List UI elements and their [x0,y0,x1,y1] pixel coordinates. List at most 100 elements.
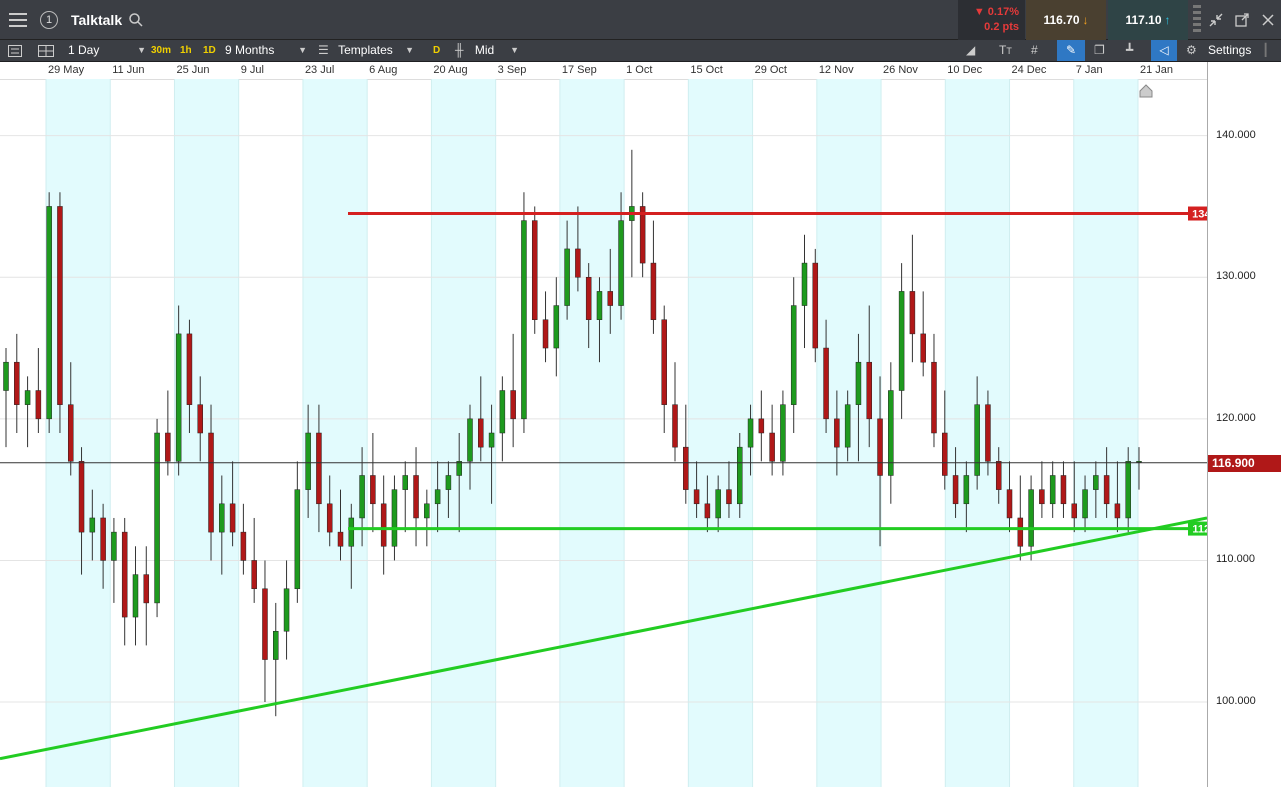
candle [596,291,603,320]
candle [3,361,9,391]
drag-handle-icon[interactable] [1190,0,1204,40]
candle [585,276,592,320]
search-icon[interactable] [126,0,146,40]
layers-icon[interactable]: ❐ [1094,43,1105,57]
buy-button[interactable]: 117.10 ↑ [1108,0,1188,40]
date-tick-label: 7 Jan [1075,64,1103,76]
interval-select[interactable]: 1 Day ▼ [68,40,146,61]
candle [391,489,398,547]
candle [542,319,549,349]
candlestick-chart[interactable]: 134.500 112.250 [0,79,1207,787]
sell-button[interactable]: 116.70 ↓ [1026,0,1106,40]
instrument-title[interactable]: Talktalk [71,12,123,28]
date-tick-label: 6 Aug [369,64,398,76]
draw-d-button[interactable]: D [433,45,441,56]
candle [952,475,959,505]
popout-icon[interactable] [1232,0,1252,40]
collapse-icon[interactable] [1206,0,1226,40]
date-tick-label: 26 Nov [883,64,918,76]
buy-arrow-icon: ↑ [1164,13,1171,27]
candle [510,390,516,420]
candle [197,404,203,434]
price-axis[interactable]: 140.000 130.000 120.000 110.000 100.000 116.9… [1207,62,1281,787]
candle [618,220,624,306]
candle [607,291,614,306]
date-tick-label: 23 Jul [304,64,335,76]
price-tick-label: 120.000 [1216,411,1256,424]
layout-icon[interactable] [38,40,54,61]
price-tick-label: 110.000 [1216,553,1255,566]
candle [348,517,355,547]
templates-button[interactable]: ☰ Templates ▼ [318,40,414,61]
candle [812,262,819,349]
price-tick-label: 100.000 [1216,695,1256,708]
alert-count: 1 [40,11,58,29]
resistance-label-bg [1188,206,1207,221]
candle [262,588,268,660]
candle [931,361,937,434]
range-select[interactable]: 9 Months ▼ [225,40,307,61]
price-tick-label: 130.000 [1216,270,1256,283]
candle [359,475,365,519]
candle [154,432,160,604]
candle [273,630,279,660]
candle [499,390,506,434]
candle [370,475,376,505]
candle [456,461,462,476]
week-band [302,79,368,787]
current-price-label: 116.900 [1208,454,1281,472]
interval-1h-button[interactable]: 1h [180,45,192,56]
candle [1060,475,1067,505]
change-points: 0.2 pts [984,21,1019,33]
gear-icon[interactable]: ⚙ [1186,43,1197,57]
grid-icon[interactable]: # [1031,43,1038,57]
text-tool-icon[interactable]: TT [999,43,1012,57]
candle [46,206,52,420]
candle [1103,475,1110,505]
candle [380,503,387,547]
price-type-select[interactable]: ╫ Mid ▼ [455,40,519,61]
interval-label: 1 Day [68,43,100,57]
candle [661,319,667,405]
settings-button[interactable]: Settings [1208,43,1252,57]
date-tick-label: 21 Jan [1140,64,1174,76]
menu-icon[interactable] [4,0,32,40]
list-icon[interactable] [8,40,22,61]
week-band [559,79,625,787]
interval-30m-button[interactable]: 30m [151,45,172,56]
week-band [1073,79,1138,787]
draw-tool-icon[interactable]: ✎ [1057,40,1085,61]
interval-1d-button[interactable]: 1D [203,45,216,56]
candle [467,418,473,462]
candle [726,489,732,505]
candle [834,418,840,448]
alert-count-icon[interactable]: 1 [36,0,62,40]
line-tool-icon[interactable]: ◢ [966,43,976,57]
candle [995,461,1002,490]
candle [14,361,20,405]
chart-toolbar: 1 Day ▼ 30m 1h 1D 9 Months ▼ ☰ Templates… [0,40,1281,62]
candles-icon: ╫ [455,43,464,57]
candle [316,432,322,505]
candle [1114,503,1121,519]
scroll-handle-icon[interactable]: ┃ [1262,43,1270,57]
date-tick-label: 1 Oct [626,64,653,76]
week-band [174,79,239,787]
indicator-icon[interactable]: ┻ [1126,43,1134,57]
candle [294,489,301,590]
candle [1039,489,1045,505]
candle [402,475,408,490]
candle [445,475,452,490]
date-tick-label: 24 Dec [1011,64,1047,76]
candle [132,574,139,618]
candle [672,404,678,448]
candle [985,404,991,462]
close-icon[interactable] [1258,0,1278,40]
week-band [46,79,111,787]
change-percent: ▼ 0.17% [973,6,1019,18]
candle [888,390,894,476]
date-tick-label: 3 Sep [497,64,527,76]
candle [683,446,689,490]
candle [855,361,862,405]
tag-icon[interactable]: ◁ [1151,40,1177,61]
